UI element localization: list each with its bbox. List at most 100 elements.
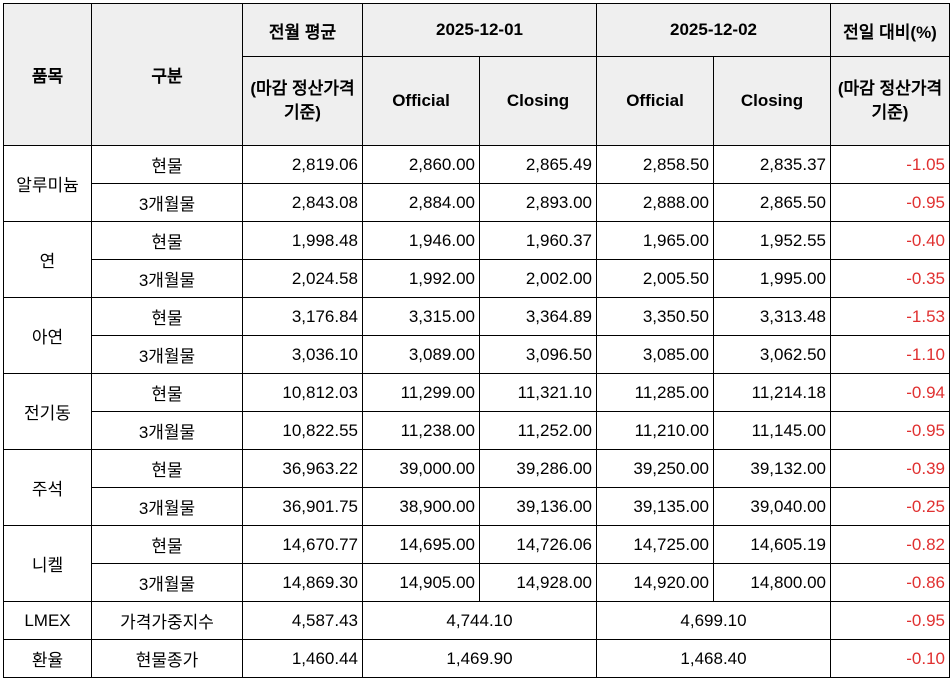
header-item: 품목 [3,3,92,146]
item-name: 환율 [3,639,92,678]
header-change: 전일 대비(%) [830,3,950,57]
date-1-value-cell: 1,469.90 [362,639,597,678]
table-row: LMEX 가격가중지수 4,587.43 4,744.10 4,699.10 -… [3,601,950,640]
date-2-official-cell: 39,250.00 [596,449,714,488]
date-2-closing-cell: 3,313.48 [713,297,831,336]
date-2-closing-cell: 3,062.50 [713,335,831,374]
date-2-closing-cell: 11,214.18 [713,373,831,412]
header-prev-month-avg-basis: (마감 정산가격 기준) [242,56,363,146]
date-1-official-cell: 2,884.00 [362,183,480,222]
change-cell: -1.05 [830,145,950,184]
change-cell: -0.95 [830,411,950,450]
date-1-closing-cell: 11,252.00 [479,411,597,450]
category-cell: 현물 [91,525,243,564]
date-1-closing-cell: 39,286.00 [479,449,597,488]
date-2-closing-cell: 2,865.50 [713,183,831,222]
category-cell: 3개월물 [91,411,243,450]
date-1-official-cell: 39,000.00 [362,449,480,488]
date-2-official-cell: 1,965.00 [596,221,714,260]
date-2-closing-cell: 39,132.00 [713,449,831,488]
date-1-closing-cell: 14,928.00 [479,563,597,602]
date-2-official-cell: 2,858.50 [596,145,714,184]
table-row: 알루미늄 현물 2,819.06 2,860.00 2,865.49 2,858… [3,145,950,222]
date-1-closing-cell: 11,321.10 [479,373,597,412]
date-2-closing-cell: 1,995.00 [713,259,831,298]
prev-month-avg-cell: 2,819.06 [242,145,363,184]
date-1-official-cell: 38,900.00 [362,487,480,526]
table-row: 전기동 현물 10,812.03 11,299.00 11,321.10 11,… [3,373,950,450]
date-1-official-cell: 14,905.00 [362,563,480,602]
table-row: 아연 현물 3,176.84 3,315.00 3,364.89 3,350.5… [3,297,950,374]
table-row: 3개월물 2,843.08 2,884.00 2,893.00 2,888.00… [4,183,950,222]
date-2-official-cell: 11,285.00 [596,373,714,412]
change-cell: -0.94 [830,373,950,412]
date-1-closing-cell: 14,726.06 [479,525,597,564]
category-cell: 현물 [91,297,243,336]
table-row: 연 현물 1,998.48 1,946.00 1,960.37 1,965.00… [3,221,950,298]
table-header: 품목 구분 전월 평균 2025-12-01 2025-12-02 전일 대비(… [3,3,950,146]
category-cell: 3개월물 [91,335,243,374]
prev-month-avg-cell: 1,460.44 [242,639,363,678]
item-name: 연 [3,221,92,298]
prev-month-avg-cell: 2,843.08 [242,183,363,222]
table-body: 알루미늄 현물 2,819.06 2,860.00 2,865.49 2,858… [3,145,950,678]
change-cell: -0.25 [830,487,950,526]
date-1-closing-cell: 2,893.00 [479,183,597,222]
prev-month-avg-cell: 14,869.30 [242,563,363,602]
prev-month-avg-cell: 2,024.58 [242,259,363,298]
date-1-official-cell: 14,695.00 [362,525,480,564]
header-date-2: 2025-12-02 [596,3,831,57]
date-2-value-cell: 1,468.40 [596,639,831,678]
item-name: 아연 [3,297,92,374]
header-prev-month-avg: 전월 평균 [242,3,363,57]
date-2-closing-cell: 1,952.55 [713,221,831,260]
prev-month-avg-cell: 36,901.75 [242,487,363,526]
table-row: 3개월물 10,822.55 11,238.00 11,252.00 11,21… [4,411,950,450]
date-1-closing-cell: 39,136.00 [479,487,597,526]
header-change-basis: (마감 정산가격 기준) [830,56,950,146]
category-cell: 3개월물 [91,183,243,222]
header-category: 구분 [91,3,243,146]
item-name: 주석 [3,449,92,526]
change-cell: -0.95 [830,601,950,640]
change-cell: -0.86 [830,563,950,602]
date-2-official-cell: 14,725.00 [596,525,714,564]
table-row: 환율 현물종가 1,460.44 1,469.90 1,468.40 -0.10 [3,639,950,678]
date-2-closing-cell: 2,835.37 [713,145,831,184]
date-1-closing-cell: 3,364.89 [479,297,597,336]
change-cell: -0.82 [830,525,950,564]
prev-month-avg-cell: 3,036.10 [242,335,363,374]
change-cell: -1.10 [830,335,950,374]
date-1-official-cell: 2,860.00 [362,145,480,184]
header-date-1-closing: Closing [479,56,597,146]
category-cell: 현물종가 [91,639,243,678]
date-1-official-cell: 1,992.00 [362,259,480,298]
prev-month-avg-cell: 14,670.77 [242,525,363,564]
category-cell: 현물 [91,373,243,412]
prev-month-avg-cell: 4,587.43 [242,601,363,640]
date-1-closing-cell: 2,002.00 [479,259,597,298]
header-date-1: 2025-12-01 [362,3,597,57]
date-2-official-cell: 2,005.50 [596,259,714,298]
date-1-official-cell: 11,238.00 [362,411,480,450]
date-2-official-cell: 11,210.00 [596,411,714,450]
header-date-2-official: Official [596,56,714,146]
category-cell: 현물 [91,145,243,184]
change-cell: -0.40 [830,221,950,260]
date-2-closing-cell: 14,800.00 [713,563,831,602]
header-date-2-closing: Closing [713,56,831,146]
date-1-value-cell: 4,744.10 [362,601,597,640]
date-1-official-cell: 3,089.00 [362,335,480,374]
prev-month-avg-cell: 1,998.48 [242,221,363,260]
prev-month-avg-cell: 3,176.84 [242,297,363,336]
table-row: 3개월물 3,036.10 3,089.00 3,096.50 3,085.00… [4,335,950,374]
category-cell: 현물 [91,221,243,260]
item-name: LMEX [3,601,92,640]
table-row: 주석 현물 36,963.22 39,000.00 39,286.00 39,2… [3,449,950,526]
change-cell: -0.35 [830,259,950,298]
date-1-closing-cell: 2,865.49 [479,145,597,184]
date-2-closing-cell: 11,145.00 [713,411,831,450]
change-cell: -0.10 [830,639,950,678]
date-2-closing-cell: 14,605.19 [713,525,831,564]
header-date-1-official: Official [362,56,480,146]
